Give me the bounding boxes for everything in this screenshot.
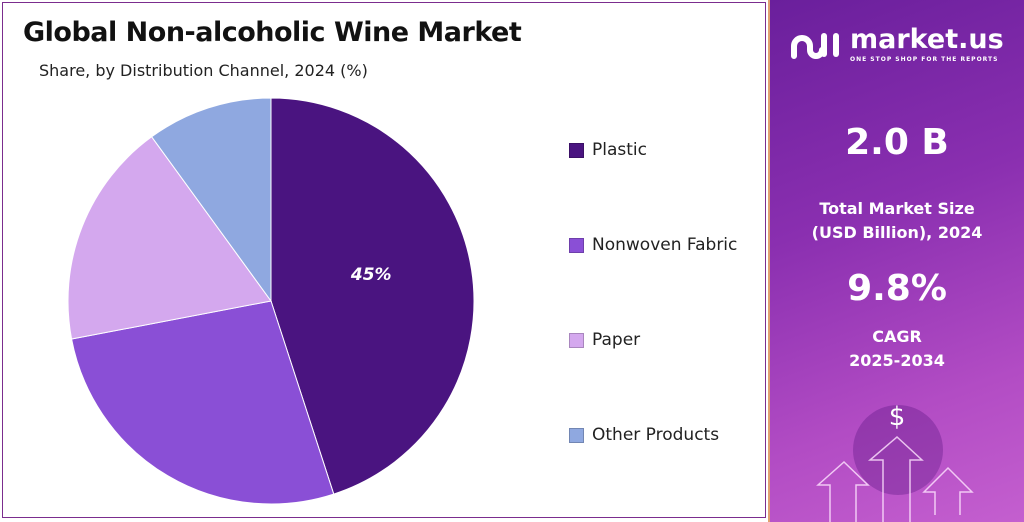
legend-item: Other Products — [569, 425, 719, 445]
legend-swatch — [569, 237, 584, 253]
tagline: ONE STOP SHOP FOR THE REPORTS — [850, 56, 999, 63]
legend-label: Nonwoven Fabric — [592, 235, 738, 255]
logo-icon — [791, 33, 839, 59]
legend-label: Other Products — [592, 425, 720, 445]
market-size-value: 2.0 B — [845, 122, 949, 163]
legend-label: Plastic — [592, 140, 647, 160]
arrow-up-icon — [867, 435, 924, 522]
pie-slice-other-products — [150, 97, 272, 303]
legend-label: Paper — [592, 330, 641, 350]
chart-panel: Global Non-alcoholic Wine Market Share, … — [2, 2, 766, 518]
arrow-up-icon — [922, 466, 974, 515]
info-panel: market.us ONE STOP SHOP FOR THE REPORTS … — [768, 0, 1024, 522]
cagr-label: CAGR — [872, 327, 922, 346]
cagr-period: 2025-2034 — [849, 351, 945, 370]
legend-item: Nonwoven Fabric — [569, 235, 737, 255]
chart-title: Global Non-alcoholic Wine Market — [23, 17, 522, 48]
pie-slice-plastic — [270, 97, 475, 495]
market-us-logo: market.us ONE STOP SHOP FOR THE REPORTS — [788, 26, 1004, 64]
legend-swatch — [569, 142, 584, 158]
market-size-label: Total Market Size — [819, 199, 975, 218]
market-size-label-unit: (USD Billion), 2024 — [811, 223, 983, 242]
legend-swatch — [569, 427, 584, 443]
brand-name: market.us — [850, 24, 1004, 55]
pie-slice-nonwoven-fabric — [71, 300, 335, 505]
logo-words: market.us ONE STOP SHOP FOR THE REPORTS — [850, 26, 1004, 64]
chart-subtitle: Share, by Distribution Channel, 2024 (%) — [39, 61, 368, 80]
legend-swatch — [569, 332, 584, 348]
dollar-icon: $ — [888, 402, 906, 432]
data-label: 45% — [350, 265, 392, 285]
cagr-value: 9.8% — [847, 268, 947, 309]
legend-item: Plastic — [569, 140, 647, 160]
background-decoration — [816, 405, 974, 522]
pie-chart: 45% — [67, 97, 475, 505]
pie-slice-paper — [67, 136, 272, 340]
arrow-up-icon — [816, 460, 870, 522]
legend-item: Paper — [569, 330, 640, 350]
